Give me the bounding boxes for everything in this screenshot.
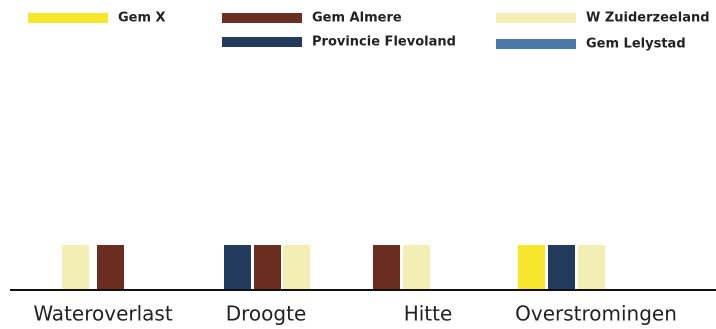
bar — [403, 245, 430, 289]
bar — [224, 245, 251, 289]
bar — [373, 245, 400, 289]
legend-label: Gem Lelystad — [586, 37, 686, 52]
category-label: Hitte — [404, 302, 453, 326]
legend-label: Gem X — [118, 11, 166, 26]
bar — [62, 245, 89, 289]
category-label: Wateroverlast — [33, 302, 173, 326]
category-label: Droogte — [226, 302, 307, 326]
category-label: Overstromingen — [515, 302, 677, 326]
legend-label: Provincie Flevoland — [312, 35, 456, 50]
bar — [97, 245, 124, 289]
bar — [283, 245, 310, 289]
legend-label: W Zuiderzeeland — [586, 11, 710, 26]
legend-swatch — [496, 39, 576, 49]
bar — [548, 245, 575, 289]
legend-swatch — [28, 13, 108, 23]
legend-swatch — [222, 37, 302, 47]
legend-label: Gem Almere — [312, 11, 402, 26]
bar — [518, 245, 545, 289]
legend-swatch — [222, 13, 302, 23]
bar — [254, 245, 281, 289]
bar — [578, 245, 605, 289]
legend-swatch — [496, 13, 576, 23]
